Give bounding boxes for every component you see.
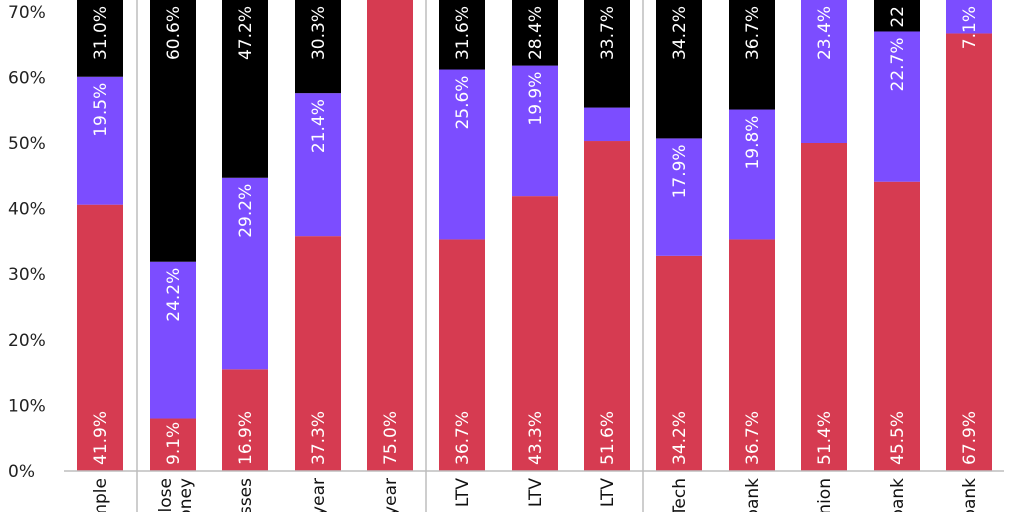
bar-segment-top	[222, 0, 268, 178]
bar-value-label: 28.4%	[526, 6, 546, 60]
bar-segment-bottom	[295, 236, 341, 471]
bar-segment-top	[584, 0, 630, 108]
bar-value-label: 24.2%	[164, 268, 184, 322]
bar-value-label: 34.2%	[670, 411, 690, 465]
bar-value-label: 41.9%	[91, 411, 111, 465]
bar-value-label: 19.9%	[526, 72, 546, 126]
bar-value-label: 17.9%	[670, 144, 690, 198]
x-tick-label: LTV	[453, 478, 473, 508]
bar-segment-top	[656, 0, 702, 139]
bar-value-label: 23.4%	[815, 6, 835, 60]
bar-segment-middle	[656, 138, 702, 256]
bar-value-label: 47.2%	[236, 6, 256, 60]
y-tick-label: 40%	[8, 200, 46, 220]
y-tick-label: 10%	[8, 396, 46, 416]
bar-value-label: 22.7%	[888, 37, 908, 91]
bar-segment-bottom	[874, 181, 920, 472]
bar-segment-top	[512, 0, 558, 66]
bar-segment-middle	[874, 31, 920, 182]
bar-segment-middle	[512, 65, 558, 197]
bar-value-label: 51.4%	[815, 411, 835, 465]
x-tick-label: LTV	[526, 478, 546, 508]
bar-segment-top	[439, 0, 485, 70]
bar-value-label: 36.7%	[743, 411, 763, 465]
bar-value-label: 16.9%	[236, 411, 256, 465]
bar-segment-bottom	[729, 239, 775, 471]
x-tick-label: oank	[960, 478, 980, 512]
bar-value-label: 67.9%	[960, 411, 980, 465]
x-tick-label: nion	[815, 478, 835, 512]
bar-value-label: 29.2%	[236, 184, 256, 238]
bar-segment-bottom	[150, 418, 196, 471]
bar-segment-middle	[729, 109, 775, 240]
y-tick-label: 60%	[8, 68, 46, 88]
bar-segment-middle	[946, 0, 992, 34]
bar-value-label: 9.1%	[164, 422, 184, 465]
x-tick-label: oank	[743, 478, 763, 512]
bar-segment-bottom	[946, 33, 992, 471]
x-tick-label: year	[309, 478, 329, 512]
bar-segment-top	[77, 0, 123, 77]
x-tick-label: lose	[156, 478, 176, 512]
bar-value-label: 7.1%	[960, 6, 980, 49]
x-tick-label: year	[381, 478, 401, 512]
bar-segment-top	[150, 0, 196, 262]
bar-value-label: 30.3%	[309, 6, 329, 60]
bar-segment-bottom	[77, 204, 123, 471]
bar-value-label: 36.7%	[453, 411, 473, 465]
bar-segment-middle	[295, 93, 341, 237]
bar-segment-middle	[439, 69, 485, 240]
bar-value-label: 45.5%	[888, 411, 908, 465]
x-tick-label: oank	[888, 478, 908, 512]
bar-value-label: 19.8%	[743, 116, 763, 170]
y-tick-label: 0%	[8, 462, 35, 482]
bar-value-label: 75.0%	[381, 411, 401, 465]
x-tick-label: oney	[176, 478, 196, 512]
bar-value-label: 25.6%	[453, 76, 473, 130]
bar-value-label: 60.6%	[164, 6, 184, 60]
bar-value-label: 36.7%	[743, 6, 763, 60]
bar-segment-middle	[584, 107, 630, 142]
bar-segment-middle	[801, 0, 847, 143]
bar-segment-bottom	[512, 196, 558, 472]
bar-value-label: 51.6%	[598, 411, 618, 465]
bar-value-label: 31.6%	[453, 6, 473, 60]
bar-segment-bottom	[439, 239, 485, 471]
bar-segment-bottom	[584, 141, 630, 472]
bar-segment-middle	[222, 177, 268, 370]
y-tick-label: 30%	[8, 265, 46, 285]
bar-value-label: 21.4%	[309, 99, 329, 153]
bar-value-label: 34.2%	[670, 6, 690, 60]
bar-value-label: 33.7%	[598, 6, 618, 60]
y-tick-label: 70%	[8, 3, 46, 23]
bar-value-label: 43.3%	[526, 411, 546, 465]
x-tick-label: Tech	[670, 478, 690, 512]
bar-segment-bottom	[801, 143, 847, 471]
bar-segment-top	[729, 0, 775, 110]
bar-value-label: 19.5%	[91, 83, 111, 137]
bar-value-label: 31.0%	[91, 6, 111, 60]
x-tick-label: LTV	[598, 478, 618, 508]
x-tick-label: sses	[236, 478, 256, 512]
bar-segment-bottom	[656, 255, 702, 471]
bar-segment-bottom	[367, 0, 413, 471]
bar-value-label: 22	[888, 6, 908, 28]
bar-segment-top	[874, 0, 920, 32]
bar-segment-middle	[77, 76, 123, 205]
bar-value-label: 37.3%	[309, 411, 329, 465]
x-tick-label: mple	[91, 478, 111, 512]
bar-segment-bottom	[222, 369, 268, 471]
y-tick-label: 20%	[8, 331, 46, 351]
bar-segment-top	[295, 0, 341, 94]
y-tick-label: 50%	[8, 134, 46, 154]
bar-segment-middle	[150, 261, 196, 419]
